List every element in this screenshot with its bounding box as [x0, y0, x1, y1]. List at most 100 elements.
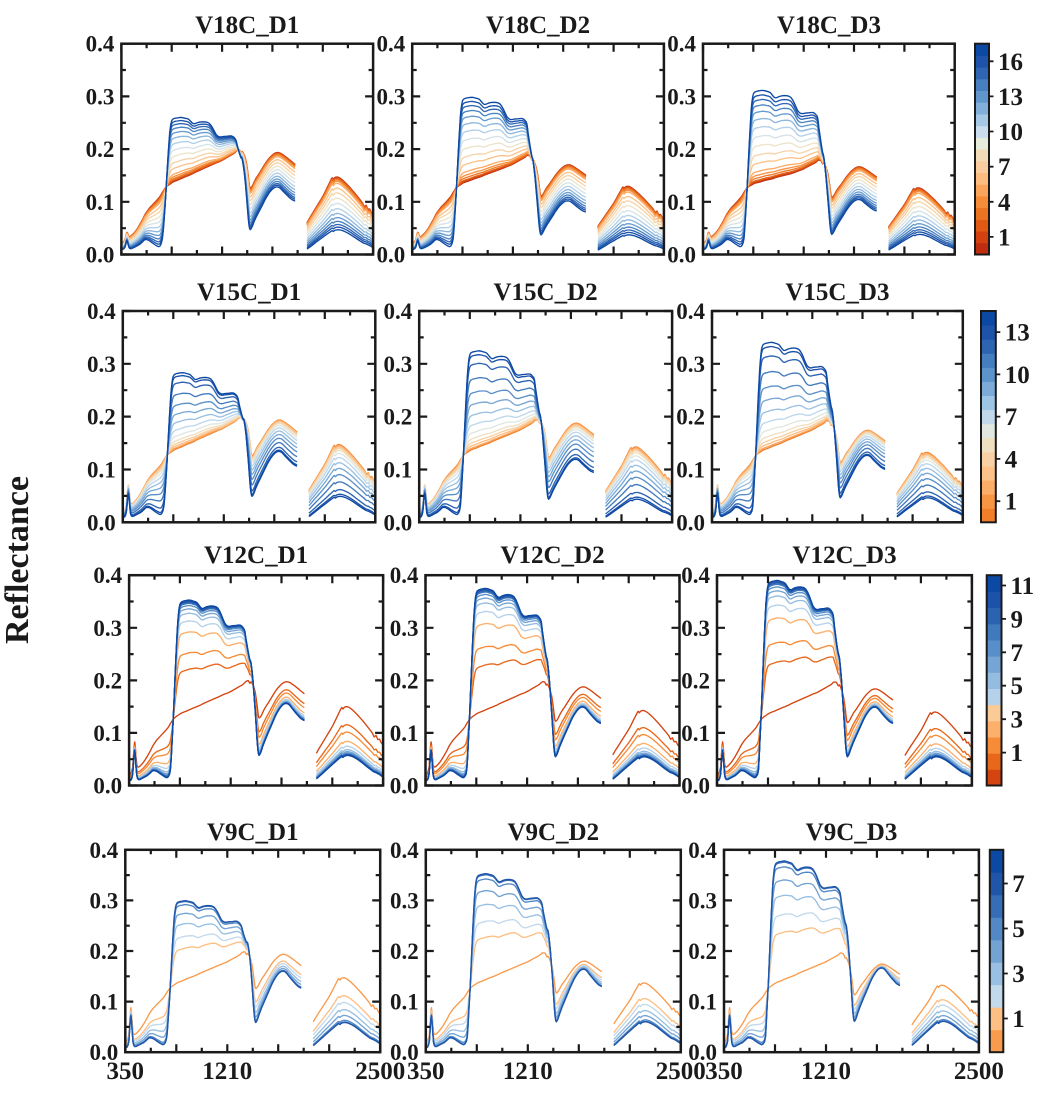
svg-text:0.4: 0.4: [667, 32, 696, 57]
svg-text:0.2: 0.2: [376, 137, 405, 162]
svg-text:7: 7: [1011, 640, 1024, 667]
svg-text:0.0: 0.0: [676, 510, 705, 535]
svg-text:0.2: 0.2: [681, 668, 710, 693]
svg-text:0.4: 0.4: [688, 838, 717, 863]
svg-text:0.1: 0.1: [390, 990, 419, 1015]
svg-text:0.1: 0.1: [376, 190, 405, 215]
svg-text:1: 1: [1011, 740, 1024, 767]
svg-text:0.0: 0.0: [90, 1040, 119, 1065]
svg-text:350: 350: [107, 1058, 145, 1085]
svg-text:4: 4: [998, 189, 1011, 216]
svg-text:0.4: 0.4: [681, 563, 710, 588]
svg-text:0.1: 0.1: [688, 990, 717, 1015]
svg-text:7: 7: [998, 154, 1011, 181]
svg-text:V12C_D1: V12C_D1: [204, 542, 308, 569]
svg-text:0.1: 0.1: [383, 458, 412, 483]
svg-text:11: 11: [1011, 573, 1035, 600]
svg-text:13: 13: [1005, 320, 1030, 347]
svg-text:10: 10: [998, 119, 1023, 146]
svg-text:0.0: 0.0: [667, 243, 696, 268]
svg-text:2500: 2500: [656, 1058, 706, 1085]
svg-text:0.1: 0.1: [390, 721, 419, 746]
svg-text:V9C_D3: V9C_D3: [806, 819, 898, 846]
svg-text:0.3: 0.3: [383, 352, 412, 377]
svg-text:0.3: 0.3: [90, 888, 119, 913]
svg-text:7: 7: [1005, 404, 1018, 431]
svg-text:0.3: 0.3: [86, 84, 115, 109]
svg-text:1: 1: [1012, 1006, 1025, 1033]
svg-text:0.4: 0.4: [93, 563, 122, 588]
svg-text:5: 5: [1012, 916, 1025, 943]
svg-text:16: 16: [998, 49, 1023, 76]
svg-text:V18C_D1: V18C_D1: [195, 12, 299, 39]
svg-text:0.0: 0.0: [376, 243, 405, 268]
svg-text:V12C_D3: V12C_D3: [792, 542, 896, 569]
svg-text:13: 13: [998, 84, 1023, 111]
svg-text:0.0: 0.0: [87, 510, 116, 535]
svg-text:0.1: 0.1: [676, 458, 705, 483]
svg-text:0.3: 0.3: [681, 616, 710, 641]
svg-text:0.4: 0.4: [90, 838, 119, 863]
svg-text:0.0: 0.0: [390, 774, 419, 799]
svg-text:0.4: 0.4: [390, 563, 419, 588]
svg-text:2500: 2500: [954, 1058, 1004, 1085]
svg-text:0.3: 0.3: [376, 84, 405, 109]
svg-text:0.2: 0.2: [383, 405, 412, 430]
svg-text:0.1: 0.1: [93, 721, 122, 746]
svg-text:5: 5: [1011, 673, 1024, 700]
svg-text:3: 3: [1012, 961, 1025, 988]
svg-text:7: 7: [1012, 871, 1025, 898]
svg-text:0.3: 0.3: [93, 616, 122, 641]
svg-text:V15C_D3: V15C_D3: [785, 279, 889, 306]
svg-text:V18C_D3: V18C_D3: [777, 12, 881, 39]
svg-text:0.1: 0.1: [87, 458, 116, 483]
svg-text:0.0: 0.0: [86, 243, 115, 268]
svg-text:0.3: 0.3: [676, 352, 705, 377]
svg-text:1: 1: [998, 224, 1011, 251]
svg-text:0.4: 0.4: [390, 838, 419, 863]
svg-text:0.1: 0.1: [681, 721, 710, 746]
svg-text:0.2: 0.2: [87, 405, 116, 430]
svg-text:0.2: 0.2: [667, 137, 696, 162]
svg-text:350: 350: [705, 1058, 743, 1085]
svg-text:10: 10: [1005, 362, 1030, 389]
svg-text:1210: 1210: [503, 1058, 553, 1085]
svg-text:0.3: 0.3: [688, 888, 717, 913]
svg-text:0.2: 0.2: [93, 668, 122, 693]
svg-text:0.3: 0.3: [390, 888, 419, 913]
svg-text:1: 1: [1005, 489, 1018, 516]
svg-text:0.2: 0.2: [688, 939, 717, 964]
svg-text:350: 350: [407, 1058, 445, 1085]
svg-text:0.1: 0.1: [90, 990, 119, 1015]
svg-text:V9C_D1: V9C_D1: [207, 819, 299, 846]
svg-text:1210: 1210: [202, 1058, 252, 1085]
svg-text:0.2: 0.2: [86, 137, 115, 162]
svg-text:0.2: 0.2: [90, 939, 119, 964]
svg-text:1210: 1210: [801, 1058, 851, 1085]
svg-text:0.0: 0.0: [93, 774, 122, 799]
svg-text:0.0: 0.0: [383, 510, 412, 535]
svg-text:0.4: 0.4: [376, 32, 405, 57]
svg-text:2500: 2500: [355, 1058, 405, 1085]
svg-text:9: 9: [1011, 606, 1024, 633]
svg-text:0.0: 0.0: [681, 774, 710, 799]
svg-text:3: 3: [1011, 707, 1024, 734]
svg-text:0.2: 0.2: [390, 668, 419, 693]
svg-text:0.4: 0.4: [87, 299, 116, 324]
svg-text:0.3: 0.3: [390, 616, 419, 641]
svg-text:V12C_D2: V12C_D2: [500, 542, 604, 569]
svg-text:0.4: 0.4: [383, 299, 412, 324]
svg-text:0.0: 0.0: [390, 1040, 419, 1065]
svg-text:0.2: 0.2: [390, 939, 419, 964]
svg-text:V18C_D2: V18C_D2: [486, 12, 590, 39]
svg-text:4: 4: [1005, 446, 1018, 473]
svg-text:0.1: 0.1: [667, 190, 696, 215]
svg-text:V15C_D2: V15C_D2: [494, 279, 598, 306]
svg-text:0.3: 0.3: [667, 84, 696, 109]
svg-text:V9C_D2: V9C_D2: [507, 819, 599, 846]
svg-text:0.0: 0.0: [688, 1040, 717, 1065]
svg-text:0.1: 0.1: [86, 190, 115, 215]
svg-text:Reflectance: Reflectance: [0, 476, 36, 644]
svg-text:0.4: 0.4: [676, 299, 705, 324]
svg-text:0.2: 0.2: [676, 405, 705, 430]
